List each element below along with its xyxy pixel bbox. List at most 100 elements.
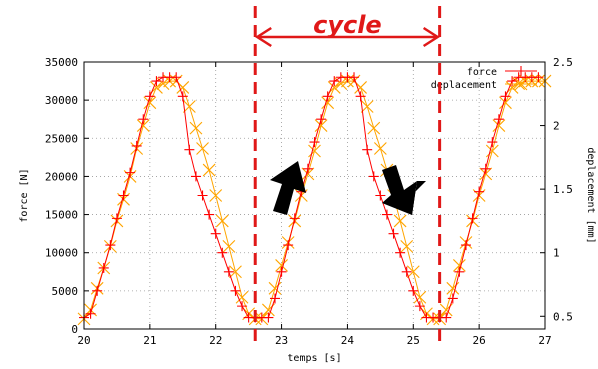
data-point-deplacement <box>321 96 335 110</box>
data-point-force <box>414 301 425 312</box>
data-point-force <box>237 301 248 312</box>
data-point-force <box>493 114 504 125</box>
data-point-force <box>454 266 465 277</box>
data-point-deplacement <box>452 259 466 272</box>
series-line-deplacement <box>83 80 545 320</box>
data-point-force <box>309 137 320 148</box>
x-tick-label: 24 <box>341 334 355 347</box>
x-tick-label: 27 <box>538 334 551 347</box>
data-point-force <box>460 240 471 251</box>
data-point-deplacement <box>308 144 321 158</box>
data-point-deplacement <box>182 100 196 113</box>
plot-frame <box>83 61 546 330</box>
data-point-deplacement <box>367 121 381 135</box>
y2-tick-label: 2 <box>553 120 560 133</box>
data-point-force <box>263 312 274 323</box>
y-tick-label: 10000 <box>45 247 78 260</box>
series-force <box>79 72 544 323</box>
data-point-force <box>500 91 511 102</box>
data-point-force <box>408 285 419 296</box>
unloading-arrowhead <box>400 181 426 215</box>
y2-tick-label: 2.5 <box>553 56 573 69</box>
data-point-force <box>118 190 129 201</box>
data-point-force <box>184 144 195 155</box>
data-point-deplacement <box>485 144 499 158</box>
x-tick-label: 21 <box>143 334 156 347</box>
ticks-layer: 20 21 22 23 24 25 26 27050001000015000200002500… <box>45 56 573 347</box>
y-axis-label: force [N] <box>19 168 30 222</box>
data-point-force <box>223 266 234 277</box>
data-point-deplacement <box>446 281 460 295</box>
legend-swatch-force <box>505 66 537 76</box>
data-point-deplacement <box>209 189 223 202</box>
data-point-deplacement <box>196 142 209 155</box>
data-point-deplacement <box>235 290 249 304</box>
data-point-force <box>368 171 379 182</box>
data-point-force <box>487 137 498 148</box>
data-point-force <box>151 76 162 87</box>
cycle-arrowhead-right <box>422 26 440 48</box>
data-point-deplacement <box>499 96 512 110</box>
data-point-deplacement <box>413 290 427 304</box>
data-point-deplacement <box>406 265 420 279</box>
data-point-deplacement <box>492 119 506 132</box>
y2-tick-label: 0.5 <box>553 310 573 323</box>
data-point-force <box>217 247 228 258</box>
data-point-deplacement <box>275 259 288 272</box>
data-point-force <box>362 144 373 155</box>
y-tick-label: 30000 <box>45 94 78 107</box>
y-tick-label: 15000 <box>45 209 78 222</box>
x-tick-label: 20 <box>77 334 90 347</box>
data-point-force <box>467 213 478 224</box>
data-point-force <box>441 312 452 323</box>
data-point-force <box>395 247 406 258</box>
data-point-force <box>204 209 215 220</box>
data-point-force <box>210 228 221 239</box>
loading-direction-arrow <box>270 161 306 215</box>
data-point-force <box>230 285 241 296</box>
legend-label-force: force <box>467 67 497 78</box>
data-point-force <box>388 228 399 239</box>
data-point-deplacement <box>215 214 229 228</box>
legend-marker-force <box>516 66 526 76</box>
x-tick-label: 26 <box>473 334 486 347</box>
data-point-force <box>190 171 201 182</box>
legend-label-deplacement: deplacement <box>431 80 497 91</box>
data-point-deplacement <box>373 142 387 155</box>
data-point-deplacement <box>393 214 407 228</box>
data-point-force <box>322 91 333 102</box>
data-point-force <box>125 167 136 178</box>
y2-tick-label: 1.5 <box>553 183 573 196</box>
data-point-force <box>92 285 103 296</box>
series-layer <box>77 72 552 326</box>
x-tick-label: 23 <box>275 334 288 347</box>
legend: force deplacement <box>431 66 537 91</box>
data-point-force <box>197 190 208 201</box>
x-axis-label: temps [s] <box>287 353 341 364</box>
data-point-force <box>447 293 458 304</box>
grid-lines <box>84 62 545 329</box>
data-point-deplacement <box>222 239 236 253</box>
x-tick-label: 22 <box>209 334 222 347</box>
data-point-force <box>474 186 485 197</box>
data-point-force <box>289 213 300 224</box>
data-point-deplacement <box>360 100 374 113</box>
data-point-force <box>138 114 149 125</box>
data-point-force <box>177 91 188 102</box>
y2-axis-label: deplacement [mm] <box>585 147 596 243</box>
legend-marker-deplacement <box>514 77 528 91</box>
data-point-force <box>375 190 386 201</box>
data-point-deplacement <box>202 163 216 177</box>
data-point-force <box>349 72 360 83</box>
y-tick-label: 20000 <box>45 170 78 183</box>
data-point-force <box>533 72 544 83</box>
data-point-force <box>401 266 412 277</box>
data-point-force <box>276 266 287 277</box>
data-point-force <box>355 91 366 102</box>
data-point-force <box>329 76 340 87</box>
data-point-force <box>111 213 122 224</box>
data-point-force <box>302 163 313 174</box>
data-point-force <box>98 262 109 273</box>
cycle-arrowhead-left <box>254 26 272 48</box>
